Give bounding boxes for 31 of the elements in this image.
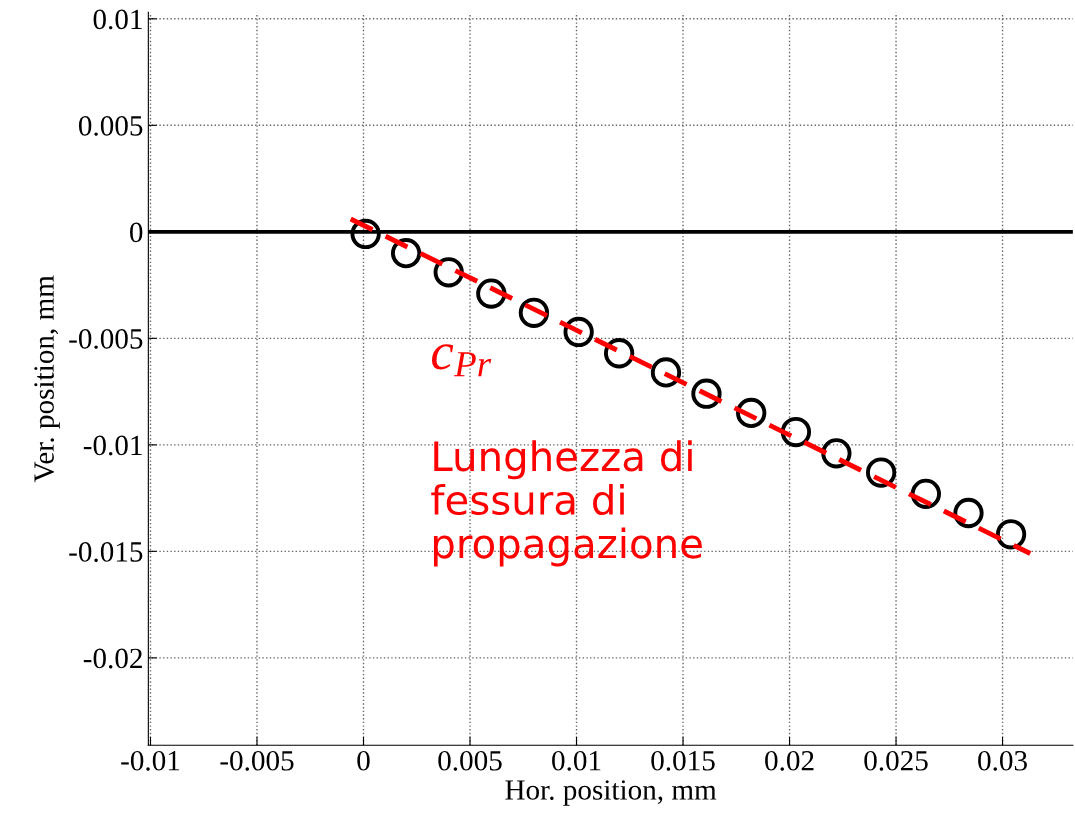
point — [476, 278, 507, 309]
point — [865, 457, 897, 488]
annotation: Lunghezza di fessura di propagazione — [431, 440, 702, 567]
x-tick-label: 0 — [357, 750, 370, 771]
y-tick-label: -0.015 — [69, 542, 143, 562]
y-tick-label: 0.01 — [93, 9, 142, 30]
annotation: c$_{Pr}$ — [431, 344, 492, 377]
point — [691, 378, 722, 409]
x-tick-label: 0.02 — [765, 750, 814, 771]
x-tick-label: 0.015 — [651, 750, 715, 771]
point — [390, 237, 422, 269]
point — [518, 297, 550, 328]
y-tick-label: -0.02 — [83, 648, 142, 669]
y-tick-label: -0.01 — [83, 435, 142, 456]
point — [953, 497, 984, 529]
y-axis-title: Ver. position, mm — [34, 275, 60, 483]
y-tick-label: 0.005 — [78, 116, 143, 136]
x-tick-label: 0.01 — [552, 750, 601, 771]
x-tick-label: 0.025 — [864, 750, 928, 771]
point — [350, 218, 381, 250]
x-axis-title: Hor. position, mm — [505, 780, 717, 806]
y-tick-label: -0.005 — [69, 329, 143, 349]
x-tick-label: -0.005 — [220, 750, 294, 771]
x-tick-label: 0.005 — [438, 750, 502, 771]
point — [563, 316, 594, 348]
point — [910, 478, 942, 509]
point — [650, 357, 682, 388]
x-tick-label: 0.03 — [978, 750, 1027, 771]
x-tick-label: -0.01 — [121, 750, 180, 771]
point — [736, 397, 767, 429]
y-tick-label: 0 — [130, 222, 143, 243]
